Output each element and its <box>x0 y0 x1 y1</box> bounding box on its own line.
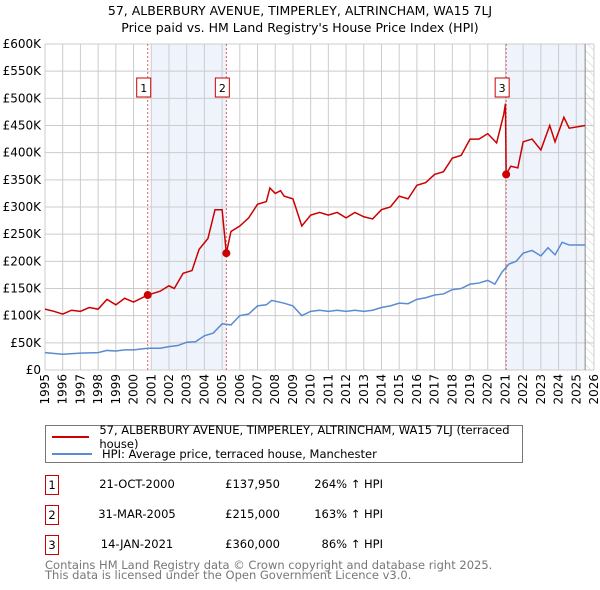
x-tick-label: 1996 <box>56 374 70 405</box>
sale-price: £137,950 <box>225 477 280 491</box>
x-tick-label: 2010 <box>304 374 318 405</box>
x-tick-label: 2018 <box>445 374 459 405</box>
licence-text: This data is licensed under the Open Gov… <box>45 568 412 582</box>
sale-label-box <box>214 77 230 98</box>
x-tick-label: 2009 <box>286 374 300 405</box>
x-tick-label: 2011 <box>321 374 335 405</box>
sale-row: 3 14-JAN-2021 £360,000 86% ↑ HPI <box>45 535 545 555</box>
y-tick-label: £600K <box>3 37 43 51</box>
chart-title: 57, ALBERBURY AVENUE, TIMPERLEY, ALTRINC… <box>0 2 600 36</box>
sale-point <box>222 249 231 258</box>
legend-item-hpi: HPI: Average price, terraced house, Manc… <box>46 445 377 462</box>
x-tick-label: 2025 <box>569 374 583 405</box>
sale-date: 31-MAR-2005 <box>98 507 176 521</box>
sale-point <box>143 291 152 300</box>
sale-label: 2 <box>219 82 226 95</box>
price-chart: £0 £50K £100K £150K £200K £250K £300K £350K £400… <box>3 37 600 405</box>
legend-item-property: 57, ALBERBURY AVENUE, TIMPERLEY, ALTRINC… <box>46 423 522 451</box>
y-tick-label: £300K <box>3 200 43 214</box>
legend-label: 57, ALBERBURY AVENUE, TIMPERLEY, ALTRINC… <box>99 422 510 451</box>
sale-label-box <box>494 77 510 98</box>
x-tick-label: 2016 <box>410 374 424 405</box>
sale-label: 1 <box>140 82 147 95</box>
x-tick-label: 2001 <box>144 374 158 405</box>
red-line-swatch <box>52 435 90 438</box>
x-tick-label: 2014 <box>374 374 388 405</box>
y-tick-label: £350K <box>3 173 43 187</box>
blue-line-swatch <box>52 452 92 455</box>
x-tick-label: 2012 <box>339 374 353 405</box>
x-tick-label: 2020 <box>481 374 495 405</box>
x-tick-label: 2006 <box>233 374 247 405</box>
x-tick-label: 1997 <box>73 374 87 405</box>
subtitle-line: Price paid vs. HM Land Registry's House … <box>121 20 479 35</box>
x-tick-label: 2023 <box>534 374 548 405</box>
x-tick-label: 2026 <box>587 374 600 405</box>
sale-date: 21-OCT-2000 <box>99 477 175 491</box>
sale-marker-box: 2 <box>45 505 59 525</box>
x-tick-label: 2000 <box>127 374 141 405</box>
x-tick-label: 2007 <box>251 374 265 405</box>
y-tick-label: £50K <box>10 336 42 350</box>
x-tick-label: 1998 <box>91 374 105 405</box>
x-tick-label: 2008 <box>268 374 282 405</box>
y-tick-label: £150K <box>3 282 43 296</box>
sale-price: £360,000 <box>225 537 280 551</box>
sale-hpi: 86% ↑ HPI <box>321 537 383 551</box>
sale-label: 3 <box>499 82 506 95</box>
x-tick-label: 2021 <box>498 374 512 405</box>
sale-marker-box: 1 <box>45 475 59 495</box>
x-tick-label: 2005 <box>215 374 229 405</box>
title-line: 57, ALBERBURY AVENUE, TIMPERLEY, ALTRINC… <box>107 3 493 18</box>
property-price-line <box>44 103 586 315</box>
x-tick-label: 2003 <box>180 374 194 405</box>
sale-date: 14-JAN-2021 <box>100 537 174 551</box>
sale-row: 2 31-MAR-2005 £215,000 163% ↑ HPI <box>45 505 545 525</box>
sale-row: 1 21-OCT-2000 £137,950 264% ↑ HPI <box>45 475 545 495</box>
x-tick-label: 2015 <box>392 374 406 405</box>
y-tick-label: £200K <box>3 254 43 268</box>
sale-marker-box: 3 <box>45 535 59 555</box>
y-tick-label: £550K <box>3 64 43 78</box>
y-tick-label: £450K <box>3 119 43 133</box>
x-tick-label: 2002 <box>162 374 176 405</box>
sale-hpi: 264% ↑ HPI <box>314 477 383 491</box>
y-tick-label: £100K <box>3 309 43 323</box>
x-tick-label: 2019 <box>463 374 477 405</box>
x-tick-label: 2004 <box>197 374 211 405</box>
sale-price: £215,000 <box>225 507 280 521</box>
footer: Contains HM Land Registry data © Crown c… <box>45 558 493 582</box>
legend: 57, ALBERBURY AVENUE, TIMPERLEY, ALTRINC… <box>45 423 523 463</box>
sale-point <box>502 170 511 179</box>
hpi-line <box>44 241 586 355</box>
x-tick-label: 2013 <box>357 374 371 405</box>
copyright-text: Contains HM Land Registry data © Crown c… <box>45 558 493 572</box>
x-tick-label: 1995 <box>38 374 52 405</box>
legend-label: HPI: Average price, terraced house, Manc… <box>102 446 377 461</box>
x-tick-label: 1999 <box>109 374 123 405</box>
y-tick-label: £400K <box>3 146 43 160</box>
x-tick-label: 2024 <box>552 374 566 405</box>
y-tick-label: £250K <box>3 227 43 241</box>
sale-label-box <box>136 77 152 98</box>
x-tick-label: 2022 <box>516 374 530 405</box>
y-tick-label: £0 <box>26 363 41 377</box>
x-tick-label: 2017 <box>428 374 442 405</box>
sale-hpi: 163% ↑ HPI <box>314 507 383 521</box>
y-tick-label: £500K <box>3 91 43 105</box>
